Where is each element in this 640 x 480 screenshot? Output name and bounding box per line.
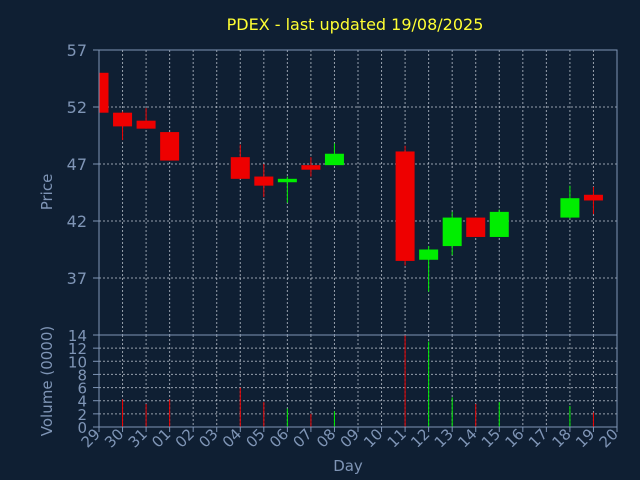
x-tick-label: 18 [549, 425, 575, 451]
candle-body [277, 178, 297, 183]
x-tick-labels: 2930310102030405060708091011121314151617… [78, 425, 622, 451]
x-tick-label: 17 [525, 425, 551, 451]
candle-body [136, 120, 156, 129]
volume-tick-label: 14 [68, 327, 87, 345]
candle-body [560, 198, 580, 218]
candle-body [99, 72, 109, 113]
x-tick-label: 04 [219, 425, 245, 451]
volume-tick-label: 12 [68, 340, 87, 358]
candle-body [324, 153, 344, 166]
x-tick-label: 07 [290, 425, 316, 451]
x-tick-label: 01 [148, 425, 174, 451]
x-tick-label: 16 [501, 425, 527, 451]
price-tick-label: 47 [67, 155, 87, 174]
x-tick-label: 10 [360, 425, 386, 451]
candle-04 [230, 144, 250, 179]
candle-body [254, 176, 274, 186]
axes [93, 49, 618, 432]
candle-18 [560, 185, 580, 219]
candle-13 [442, 211, 462, 256]
x-tick-label: 13 [431, 425, 457, 451]
volume-grid [99, 335, 617, 427]
price-grid [99, 50, 617, 335]
candle-body [230, 157, 250, 179]
candle-body [395, 151, 415, 261]
x-tick-label: 11 [384, 425, 410, 451]
candle-19 [583, 186, 603, 215]
price-tick-labels: 57 52 47 42 37 [67, 41, 87, 288]
candles-layer [98, 72, 603, 292]
volume-tick-label: 10 [68, 353, 87, 371]
candle-07 [301, 157, 321, 177]
candle-body [466, 217, 486, 237]
price-tick-label: 42 [67, 212, 87, 231]
candle-01 [160, 132, 180, 161]
x-tick-label: 12 [407, 425, 433, 451]
candle-05 [254, 164, 274, 198]
price-tick-label: 52 [67, 98, 87, 117]
candle-12 [419, 246, 439, 292]
price-axis-label: Price [38, 174, 56, 211]
x-tick-label: 15 [478, 425, 504, 451]
candle-body [113, 112, 133, 127]
x-tick-label: 09 [337, 425, 363, 451]
candle-15 [489, 209, 509, 237]
volume-tick-label: 6 [77, 380, 87, 398]
candle-body [489, 211, 509, 237]
candle-29 [98, 72, 109, 114]
candle-body [301, 165, 321, 170]
candle-30 [113, 111, 133, 141]
price-tick-label: 37 [67, 269, 87, 288]
candle-06 [277, 176, 297, 203]
price-tick-label: 57 [67, 41, 87, 60]
x-tick-label: 20 [596, 425, 622, 451]
x-tick-label: 31 [125, 425, 151, 451]
volume-bars-layer [122, 335, 594, 427]
x-tick-label: 06 [266, 425, 292, 451]
candle-31 [136, 108, 156, 129]
candle-14 [466, 217, 486, 237]
x-tick-label: 02 [172, 425, 198, 451]
candle-body [419, 249, 439, 260]
candle-body [442, 217, 462, 247]
volume-tick-label: 8 [77, 366, 87, 384]
x-tick-label: 05 [242, 425, 268, 451]
x-tick-label: 03 [195, 425, 221, 451]
price-panel-frame [98, 49, 618, 336]
candle-11 [395, 145, 415, 266]
candle-body [160, 132, 180, 161]
candle-08 [324, 143, 344, 166]
volume-tick-label: 0 [77, 419, 87, 437]
x-tick-label: 30 [101, 425, 127, 451]
x-tick-label: 19 [572, 425, 598, 451]
chart-title: PDEX - last updated 19/08/2025 [227, 15, 484, 34]
x-tick-label: 14 [454, 425, 480, 451]
volume-axis-label: Volume (0000) [38, 326, 56, 436]
volume-tick-label: 4 [77, 393, 87, 411]
x-tick-label: 08 [313, 425, 339, 451]
candle-body [583, 194, 603, 201]
x-axis-label: Day [333, 457, 363, 475]
volume-tick-label: 2 [77, 406, 87, 424]
